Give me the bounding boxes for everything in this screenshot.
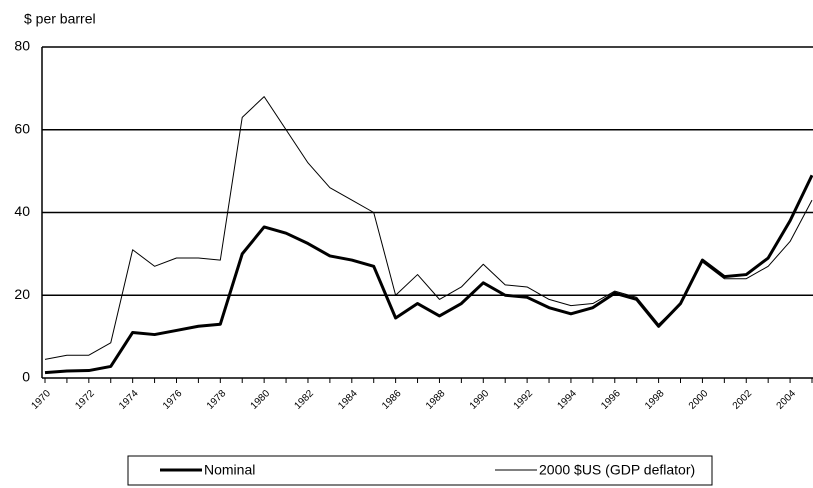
- x-tick-label: 1980: [249, 388, 273, 412]
- x-tick-label: 1990: [468, 388, 492, 412]
- legend-box: [127, 455, 713, 486]
- legend-label: 2000 $US (GDP deflator): [539, 462, 695, 478]
- y-tick-label: 20: [14, 286, 30, 302]
- x-tick-label: 1972: [73, 388, 97, 412]
- x-tick-label: 1998: [643, 388, 667, 412]
- y-axis-label: $ per barrel: [24, 11, 96, 27]
- x-tick-label: 1994: [555, 388, 579, 412]
- legend-label: Nominal: [204, 462, 255, 478]
- y-tick-label: 40: [14, 203, 30, 219]
- x-tick-label: 2000: [687, 388, 711, 412]
- x-tick-label: 1976: [161, 388, 185, 412]
- y-tick-label: 0: [22, 369, 30, 385]
- x-tick-label: 2002: [731, 388, 755, 412]
- x-tick-label: 1974: [117, 388, 141, 412]
- x-tick-label: 1982: [292, 388, 316, 412]
- x-tick-label: 1978: [205, 388, 229, 412]
- x-tick-label: 1970: [29, 388, 53, 412]
- x-tick-label: 2004: [775, 388, 799, 412]
- x-tick-label: 1988: [424, 388, 448, 412]
- y-tick-label: 80: [14, 38, 30, 54]
- y-tick-label: 60: [14, 120, 30, 136]
- x-tick-label: 1996: [599, 388, 623, 412]
- x-tick-label: 1992: [512, 388, 536, 412]
- x-tick-label: 1986: [380, 388, 404, 412]
- x-tick-label: 1984: [336, 388, 360, 412]
- series-line: [44, 96, 813, 360]
- series-line: [44, 174, 813, 375]
